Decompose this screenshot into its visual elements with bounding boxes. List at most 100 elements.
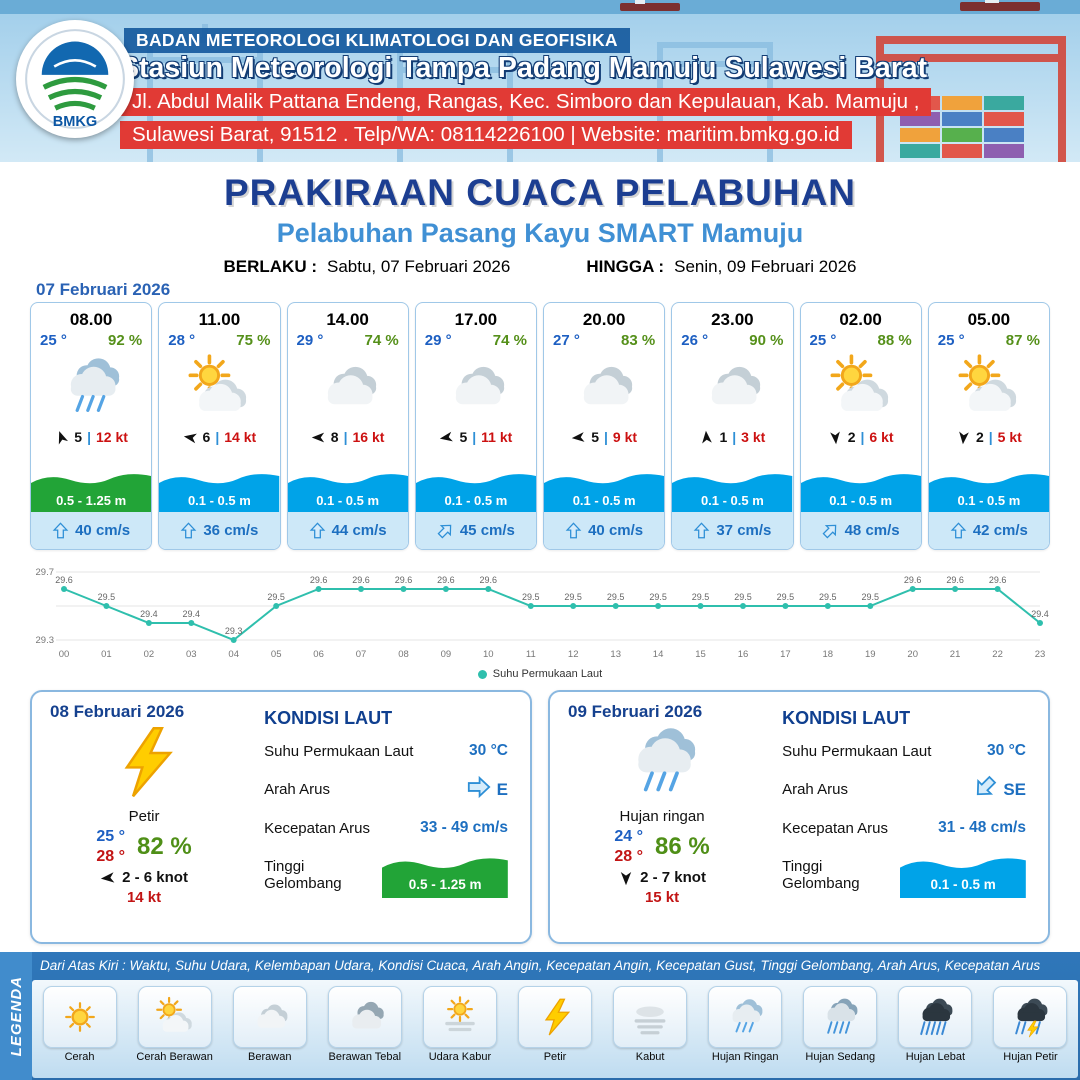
daily-weather-icon bbox=[618, 722, 706, 808]
wind-value: 5 bbox=[74, 429, 83, 445]
temp-humidity-row: 28 ° 75 % bbox=[159, 330, 279, 349]
wind-value: 5 bbox=[591, 429, 599, 445]
svg-text:29.5: 29.5 bbox=[862, 592, 880, 602]
svg-text:23: 23 bbox=[1035, 649, 1046, 660]
daily-wind: 2 - 6 knot bbox=[100, 869, 188, 886]
wind-row: 5 | 11 kt bbox=[416, 425, 536, 449]
temp-humidity-row: 25 ° 88 % bbox=[801, 330, 921, 349]
svg-text:29.5: 29.5 bbox=[777, 592, 795, 602]
svg-text:29.5: 29.5 bbox=[98, 592, 116, 602]
daily-wind-range: 2 - 6 knot bbox=[122, 869, 188, 886]
current-speed-value: 31 - 48 cm/s bbox=[938, 819, 1026, 836]
sea-conditions-title: KONDISI LAUT bbox=[782, 708, 911, 728]
daily-forecast-card: 08 Februari 2026 Petir 25 ° 28 ° 82 % 2 … bbox=[30, 690, 532, 944]
berawan-icon bbox=[288, 349, 408, 425]
svg-text:03: 03 bbox=[186, 649, 197, 660]
wind-speed: 16 kt bbox=[352, 429, 385, 445]
humidity: 74 % bbox=[364, 332, 399, 349]
cerah-berawan-icon bbox=[929, 349, 1049, 425]
hujan-lebat-icon bbox=[920, 998, 953, 1036]
legend-item-label: Kabut bbox=[635, 1051, 665, 1063]
svg-text:17: 17 bbox=[780, 649, 791, 660]
legend-item: Udara Kabur bbox=[412, 986, 507, 1078]
cerah-berawan-icon bbox=[830, 354, 888, 411]
bmkg-logo-text: BMKG bbox=[53, 114, 97, 130]
wave-height-value: 0.1 - 0.5 m bbox=[187, 493, 251, 508]
svg-text:01: 01 bbox=[101, 649, 112, 660]
wave-height-band: 0.1 - 0.5 m bbox=[159, 468, 280, 512]
forecast-time: 02.00 bbox=[839, 310, 882, 329]
forecast-time: 14.00 bbox=[326, 310, 369, 329]
current-speed: 40 cm/s bbox=[588, 522, 644, 539]
daily-weather-summary: 08 Februari 2026 Petir 25 ° 28 ° 82 % 2 … bbox=[32, 692, 256, 942]
kabut-icon bbox=[613, 986, 688, 1048]
svg-text:11: 11 bbox=[526, 649, 536, 660]
humidity: 75 % bbox=[236, 332, 271, 349]
petir-icon bbox=[518, 986, 593, 1048]
current-direction-value: SE bbox=[1003, 779, 1026, 799]
cerah-icon bbox=[42, 986, 117, 1048]
svg-text:29.6: 29.6 bbox=[946, 575, 964, 585]
svg-text:02: 02 bbox=[144, 649, 155, 660]
hujan-lebat-icon bbox=[898, 986, 973, 1048]
current-row: 42 cm/s bbox=[928, 512, 1049, 549]
wind-row: 5 | 9 kt bbox=[544, 425, 664, 449]
temp-humidity-row: 27 ° 83 % bbox=[544, 330, 664, 349]
wave-height-band: 0.1 - 0.5 m bbox=[415, 468, 536, 512]
wind-value: 5 bbox=[459, 429, 468, 445]
current-direction-icon bbox=[467, 775, 491, 804]
chart-series-label: Suhu Permukaan Laut bbox=[492, 668, 603, 680]
svg-text:29.5: 29.5 bbox=[649, 592, 667, 602]
current-speed: 36 cm/s bbox=[203, 522, 259, 539]
wave-height-value: 0.1 - 0.5 m bbox=[829, 493, 893, 508]
legend-item: Hujan Ringan bbox=[698, 986, 793, 1078]
wave-height-value: 0.1 - 0.5 m bbox=[444, 493, 508, 508]
wind-row: 2 | 6 kt bbox=[801, 425, 921, 449]
legend-note: Dari Atas Kiri : Waktu, Suhu Udara, Kele… bbox=[40, 958, 1041, 973]
wind-value: 2 bbox=[847, 429, 856, 445]
petir-icon bbox=[544, 998, 571, 1036]
current-speed: 44 cm/s bbox=[331, 522, 387, 539]
legend-dot-icon bbox=[477, 669, 487, 679]
wave-height-label: Tinggi Gelombang bbox=[782, 858, 860, 892]
svg-text:10: 10 bbox=[483, 649, 494, 660]
svg-text:29.6: 29.6 bbox=[352, 575, 370, 585]
legend-item-label: Cerah Berawan bbox=[136, 1051, 213, 1063]
berawan-icon bbox=[544, 349, 664, 425]
berawan-icon bbox=[257, 1004, 288, 1028]
svg-text:29.3: 29.3 bbox=[36, 635, 55, 646]
svg-text:22: 22 bbox=[992, 649, 1003, 660]
current-direction-value: E bbox=[496, 779, 508, 799]
svg-text:29.5: 29.5 bbox=[267, 592, 285, 602]
valid-to-label: HINGGA : bbox=[586, 257, 665, 276]
bmkg-logo: BMKG bbox=[16, 20, 134, 138]
hourly-forecast-row: 08.00 25 ° 92 % 5 | 12 kt 0.5 - 1.25 m 4… bbox=[30, 302, 1050, 550]
wave-height-value: 0.5 - 1.25 m bbox=[408, 877, 482, 892]
forecast-card: 08.00 25 ° 92 % 5 | 12 kt 0.5 - 1.25 m 4… bbox=[30, 302, 153, 550]
sst-label: Suhu Permukaan Laut bbox=[264, 742, 414, 760]
cerah-berawan-icon bbox=[155, 996, 192, 1032]
wind-direction-icon bbox=[54, 430, 69, 445]
air-temp: 29 ° bbox=[296, 332, 324, 349]
daily-date: 08 Februari 2026 bbox=[50, 702, 185, 721]
forecast-time: 23.00 bbox=[711, 310, 754, 329]
daily-temp-red: 28 ° bbox=[614, 848, 644, 865]
current-speed: 37 cm/s bbox=[716, 522, 772, 539]
svg-text:00: 00 bbox=[59, 649, 70, 660]
humidity: 92 % bbox=[108, 332, 143, 349]
svg-text:13: 13 bbox=[610, 649, 621, 660]
daily-condition: Petir bbox=[128, 808, 160, 825]
agency-name: BADAN METEOROLOGI KLIMATOLOGI DAN GEOFIS… bbox=[124, 28, 630, 53]
daily-gust: 15 kt bbox=[644, 889, 680, 906]
current-direction-icon bbox=[52, 522, 69, 539]
wave-height-band: 0.1 - 0.5 m bbox=[287, 468, 408, 512]
wind-speed: 6 kt bbox=[869, 429, 894, 445]
svg-text:09: 09 bbox=[441, 649, 452, 660]
daily-humidity: 86 % bbox=[655, 833, 710, 860]
wind-direction-icon bbox=[311, 430, 326, 445]
hujan-ringan-icon bbox=[638, 728, 696, 792]
daily-forecast-row: 08 Februari 2026 Petir 25 ° 28 ° 82 % 2 … bbox=[30, 690, 1050, 944]
legend-item-label: Berawan Tebal bbox=[328, 1051, 402, 1063]
current-direction-icon bbox=[180, 522, 197, 539]
current-speed-label: Kecepatan Arus bbox=[782, 819, 889, 837]
